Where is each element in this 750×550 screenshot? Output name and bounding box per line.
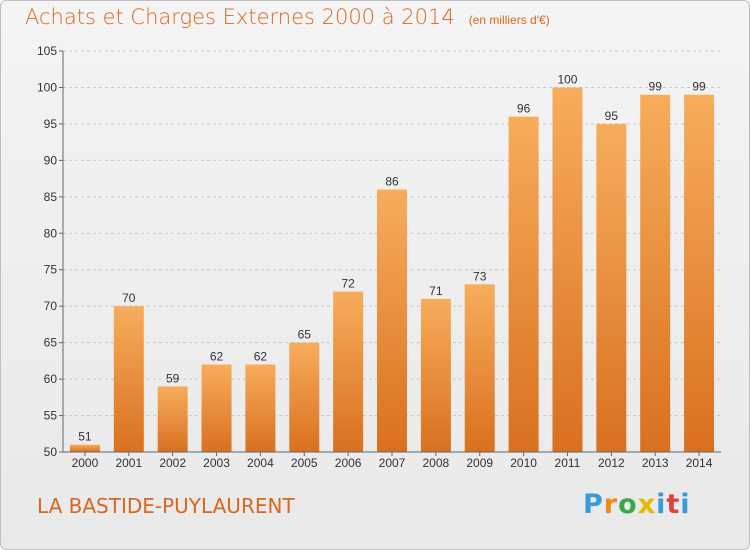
- logo-letter: t: [666, 489, 681, 520]
- x-tick-label: 2014: [686, 456, 713, 470]
- bar-2006: [333, 291, 364, 452]
- logo-letter: r: [603, 489, 619, 520]
- data-label-2007: 86: [385, 175, 399, 189]
- x-tick-label: 2004: [247, 456, 274, 470]
- data-label-2014: 99: [692, 80, 706, 94]
- y-tick-label: 85: [44, 190, 58, 204]
- axis-layer: 50 55 60 65 70 75 80 85 90 95 100 105 2000 2001 2002 20…: [37, 44, 721, 470]
- y-tick-label: 75: [44, 263, 58, 277]
- bar-2008: [420, 298, 451, 452]
- x-tick-label: 2007: [379, 456, 406, 470]
- data-label-2009: 73: [473, 269, 487, 283]
- bar-2013: [640, 94, 671, 452]
- x-tick-label: 2005: [291, 456, 318, 470]
- y-tick-label: 100: [37, 80, 57, 94]
- y-tick-label: 50: [44, 445, 58, 459]
- x-tick-label: 2010: [510, 456, 537, 470]
- x-tick-label: 2008: [423, 456, 450, 470]
- bar-2002: [157, 386, 188, 452]
- chart-subtitle: (en milliers d'€): [468, 13, 550, 27]
- title-row: Achats et Charges Externes 2000 à 2014 (…: [25, 5, 550, 35]
- bars-layer: 51 70 59 62 62 65 72 86 71 73 96 100 95 99 99: [69, 72, 715, 453]
- x-tick-label: 2013: [642, 456, 669, 470]
- bar-2003: [201, 364, 232, 452]
- bar-2005: [289, 342, 320, 452]
- y-tick-label: 105: [37, 44, 57, 58]
- y-tick-label: 55: [44, 409, 58, 423]
- x-tick-label: 2009: [466, 456, 493, 470]
- data-label-2012: 95: [605, 109, 619, 123]
- bar-2007: [377, 189, 407, 452]
- chart-title: Achats et Charges Externes 2000 à 2014: [25, 5, 455, 29]
- y-tick-label: 70: [44, 299, 58, 313]
- x-tick-label: 2003: [203, 456, 230, 470]
- proxiti-logo: Proxiti: [583, 489, 691, 520]
- x-tick-label: 2002: [159, 456, 186, 470]
- bar-2009: [464, 284, 495, 452]
- bar-2001: [113, 306, 144, 452]
- data-label-2002: 59: [166, 371, 180, 385]
- bar-2010: [508, 116, 539, 453]
- data-label-2011: 100: [557, 72, 577, 86]
- data-label-2013: 99: [649, 80, 663, 94]
- bar-2000: [69, 444, 100, 452]
- logo-letter: o: [618, 489, 638, 520]
- data-label-2010: 96: [517, 102, 531, 116]
- data-label-2000: 51: [78, 430, 92, 444]
- logo-letter: i: [656, 489, 667, 520]
- y-tick-label: 60: [44, 372, 58, 386]
- bar-2014: [684, 94, 715, 452]
- x-tick-label: 2011: [555, 456, 581, 470]
- data-label-2003: 62: [210, 350, 224, 364]
- logo-letter: x: [637, 489, 657, 520]
- data-label-2008: 71: [429, 284, 443, 298]
- logo-letter: i: [680, 489, 691, 520]
- x-tick-label: 2006: [335, 456, 362, 470]
- y-tick-label: 95: [44, 117, 58, 131]
- bar-2004: [245, 364, 276, 452]
- x-tick-label: 2012: [598, 456, 625, 470]
- bar-2011: [552, 87, 583, 453]
- data-label-2004: 62: [254, 350, 268, 364]
- y-tick-label: 80: [44, 226, 58, 240]
- data-label-2005: 65: [298, 328, 312, 342]
- bar-2012: [596, 123, 627, 452]
- logo-letter: P: [583, 489, 604, 520]
- data-label-2006: 72: [341, 277, 355, 291]
- x-tick-label: 2000: [72, 456, 99, 470]
- x-tick-label: 2001: [115, 456, 142, 470]
- y-tick-label: 90: [44, 153, 58, 167]
- y-tick-label: 65: [44, 336, 58, 350]
- data-label-2001: 70: [122, 291, 136, 305]
- commune-name: LA BASTIDE-PUYLAURENT: [37, 494, 295, 518]
